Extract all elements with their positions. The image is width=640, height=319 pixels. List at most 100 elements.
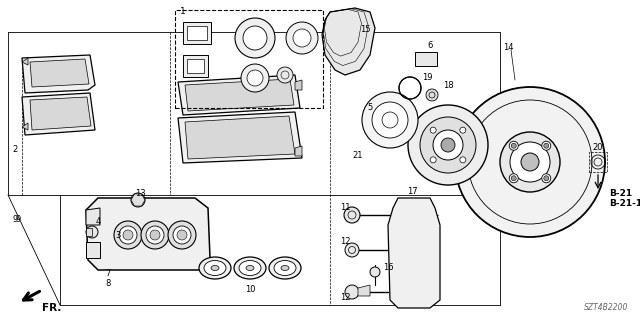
Bar [187, 26, 207, 40]
Circle shape [521, 153, 539, 171]
Text: B-21: B-21 [609, 189, 632, 198]
Polygon shape [295, 146, 302, 156]
Polygon shape [86, 228, 92, 236]
Circle shape [460, 127, 466, 133]
Text: FR.: FR. [42, 303, 61, 313]
Circle shape [455, 87, 605, 237]
Polygon shape [178, 75, 300, 115]
Circle shape [86, 226, 98, 238]
Polygon shape [22, 55, 95, 93]
Ellipse shape [274, 261, 296, 276]
Text: 14: 14 [503, 43, 513, 53]
Text: 17: 17 [406, 188, 417, 197]
Text: 6: 6 [428, 41, 433, 49]
Circle shape [345, 243, 359, 257]
Bar [183, 22, 211, 44]
Circle shape [243, 26, 267, 50]
Circle shape [441, 138, 455, 152]
Text: 12: 12 [340, 293, 350, 302]
Circle shape [173, 226, 191, 244]
Text: B-21-1: B-21-1 [609, 199, 640, 209]
Circle shape [430, 127, 436, 133]
Circle shape [123, 230, 133, 240]
Circle shape [509, 174, 518, 183]
Circle shape [235, 18, 275, 58]
Circle shape [146, 226, 164, 244]
Ellipse shape [234, 257, 266, 279]
Text: 12: 12 [340, 238, 350, 247]
Text: 10: 10 [244, 286, 255, 294]
Polygon shape [30, 97, 91, 130]
Circle shape [277, 67, 293, 83]
Text: 15: 15 [360, 26, 371, 34]
Circle shape [141, 221, 169, 249]
Circle shape [544, 143, 548, 148]
Polygon shape [86, 208, 100, 225]
Circle shape [370, 267, 380, 277]
Circle shape [241, 64, 269, 92]
Text: 2: 2 [12, 145, 18, 154]
Polygon shape [22, 93, 95, 135]
Circle shape [509, 141, 518, 150]
Text: 11: 11 [340, 203, 350, 211]
Text: 3: 3 [115, 231, 121, 240]
Polygon shape [388, 198, 440, 308]
Circle shape [131, 193, 145, 207]
Text: 8: 8 [106, 278, 111, 287]
Circle shape [177, 230, 187, 240]
Polygon shape [185, 79, 294, 111]
Circle shape [286, 22, 318, 54]
Polygon shape [22, 123, 28, 130]
Circle shape [542, 141, 551, 150]
Circle shape [362, 92, 418, 148]
Polygon shape [86, 198, 210, 270]
Circle shape [420, 117, 476, 173]
Circle shape [293, 29, 311, 47]
Circle shape [119, 226, 137, 244]
Circle shape [542, 174, 551, 183]
Ellipse shape [199, 257, 231, 279]
Circle shape [426, 89, 438, 101]
Polygon shape [178, 112, 302, 163]
Bar [187, 59, 204, 73]
Text: 9: 9 [12, 216, 18, 225]
Circle shape [430, 157, 436, 163]
Polygon shape [185, 116, 295, 159]
Polygon shape [358, 285, 370, 296]
Text: 16: 16 [383, 263, 394, 272]
Circle shape [345, 285, 359, 299]
Circle shape [460, 157, 466, 163]
Circle shape [344, 207, 360, 223]
Text: 13: 13 [134, 189, 145, 197]
Ellipse shape [211, 265, 219, 271]
Polygon shape [295, 80, 302, 90]
Circle shape [544, 176, 548, 181]
Circle shape [372, 102, 408, 138]
Text: 18: 18 [443, 80, 454, 90]
Circle shape [511, 176, 516, 181]
Polygon shape [131, 194, 145, 206]
Text: SZT4B2200: SZT4B2200 [584, 303, 628, 312]
Text: 19: 19 [422, 73, 433, 83]
Polygon shape [22, 58, 28, 65]
Circle shape [511, 143, 516, 148]
Polygon shape [86, 242, 100, 258]
Circle shape [510, 142, 550, 182]
Bar [183, 55, 208, 77]
Text: 7: 7 [106, 269, 111, 278]
Ellipse shape [269, 257, 301, 279]
Ellipse shape [239, 261, 261, 276]
Text: 21: 21 [353, 151, 364, 160]
Text: 20: 20 [593, 144, 604, 152]
Circle shape [150, 230, 160, 240]
Bar [415, 52, 437, 66]
Text: 9: 9 [15, 216, 20, 225]
Circle shape [408, 105, 488, 185]
Polygon shape [322, 8, 375, 75]
Polygon shape [30, 59, 89, 87]
Circle shape [500, 132, 560, 192]
Text: 4: 4 [95, 218, 100, 226]
Ellipse shape [246, 265, 254, 271]
Circle shape [247, 70, 263, 86]
Circle shape [433, 130, 463, 160]
